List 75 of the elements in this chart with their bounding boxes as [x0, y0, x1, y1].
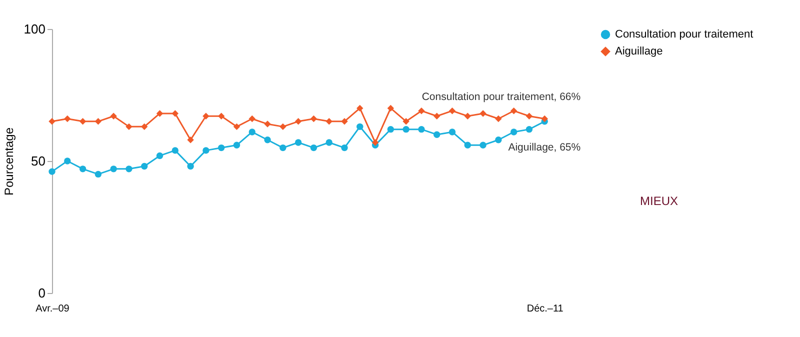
- point: [202, 112, 210, 120]
- point: [433, 131, 440, 138]
- point: [356, 104, 364, 112]
- point: [294, 118, 302, 125]
- point: [510, 128, 518, 136]
- annotation: Consultation pour traitement, 66%: [422, 90, 581, 103]
- legend-label: Consultation pour traitement: [615, 28, 754, 40]
- point: [310, 144, 318, 152]
- point: [464, 142, 471, 149]
- point: [310, 115, 318, 122]
- point: [526, 126, 533, 133]
- point: [402, 126, 410, 133]
- point: [218, 144, 225, 152]
- point: [264, 120, 271, 128]
- point: [326, 139, 332, 146]
- text: MIEUX: [640, 194, 678, 208]
- annotation: Aiguillage, 65%: [508, 141, 581, 154]
- point: [433, 112, 440, 120]
- point: [495, 115, 502, 122]
- point: [248, 128, 256, 136]
- point: [341, 118, 348, 125]
- point: [187, 136, 194, 144]
- point: [510, 107, 518, 114]
- x-tick-label: Déc.–11: [526, 304, 564, 314]
- point: [126, 166, 132, 172]
- point: [326, 118, 332, 125]
- point: [448, 107, 456, 114]
- point: [480, 142, 486, 149]
- point: [480, 110, 486, 117]
- point: [280, 123, 286, 130]
- point: [156, 152, 164, 160]
- point: [418, 126, 425, 133]
- point: [110, 112, 117, 120]
- x-tick-label: Avr.–09: [36, 304, 70, 314]
- point: [495, 136, 502, 144]
- point: [280, 144, 286, 152]
- point: [341, 144, 348, 152]
- point: [264, 136, 271, 144]
- point: [526, 112, 533, 120]
- point: [464, 112, 471, 120]
- point: [94, 170, 102, 178]
- point: [233, 142, 240, 149]
- point: [79, 166, 86, 172]
- y-tick-label: 100: [24, 22, 46, 36]
- point: [248, 115, 256, 122]
- point: [356, 123, 364, 130]
- y-tick-label: 0: [38, 286, 46, 300]
- point: [64, 158, 71, 164]
- legend-label: Aiguillage: [615, 46, 663, 58]
- point: [233, 123, 240, 130]
- point: [402, 118, 410, 125]
- point: [126, 123, 132, 130]
- point: [202, 147, 210, 154]
- point: [48, 168, 56, 175]
- point: [448, 128, 456, 136]
- point: [372, 139, 379, 146]
- point: [387, 104, 394, 112]
- point: [64, 115, 71, 122]
- y-axis-title: Pourcentage: [2, 127, 16, 196]
- point: [172, 110, 179, 117]
- point: [541, 115, 548, 122]
- point: [141, 123, 148, 130]
- point: [156, 110, 164, 117]
- point: [94, 118, 102, 125]
- point: [218, 112, 225, 120]
- point: [418, 107, 425, 114]
- point: [79, 118, 86, 125]
- point: [48, 118, 56, 125]
- point: [187, 162, 194, 170]
- point: [172, 147, 179, 154]
- point: [294, 139, 302, 146]
- point: [110, 166, 117, 172]
- point: [141, 162, 148, 170]
- y-tick-label: 50: [31, 154, 46, 168]
- point: [387, 126, 394, 133]
